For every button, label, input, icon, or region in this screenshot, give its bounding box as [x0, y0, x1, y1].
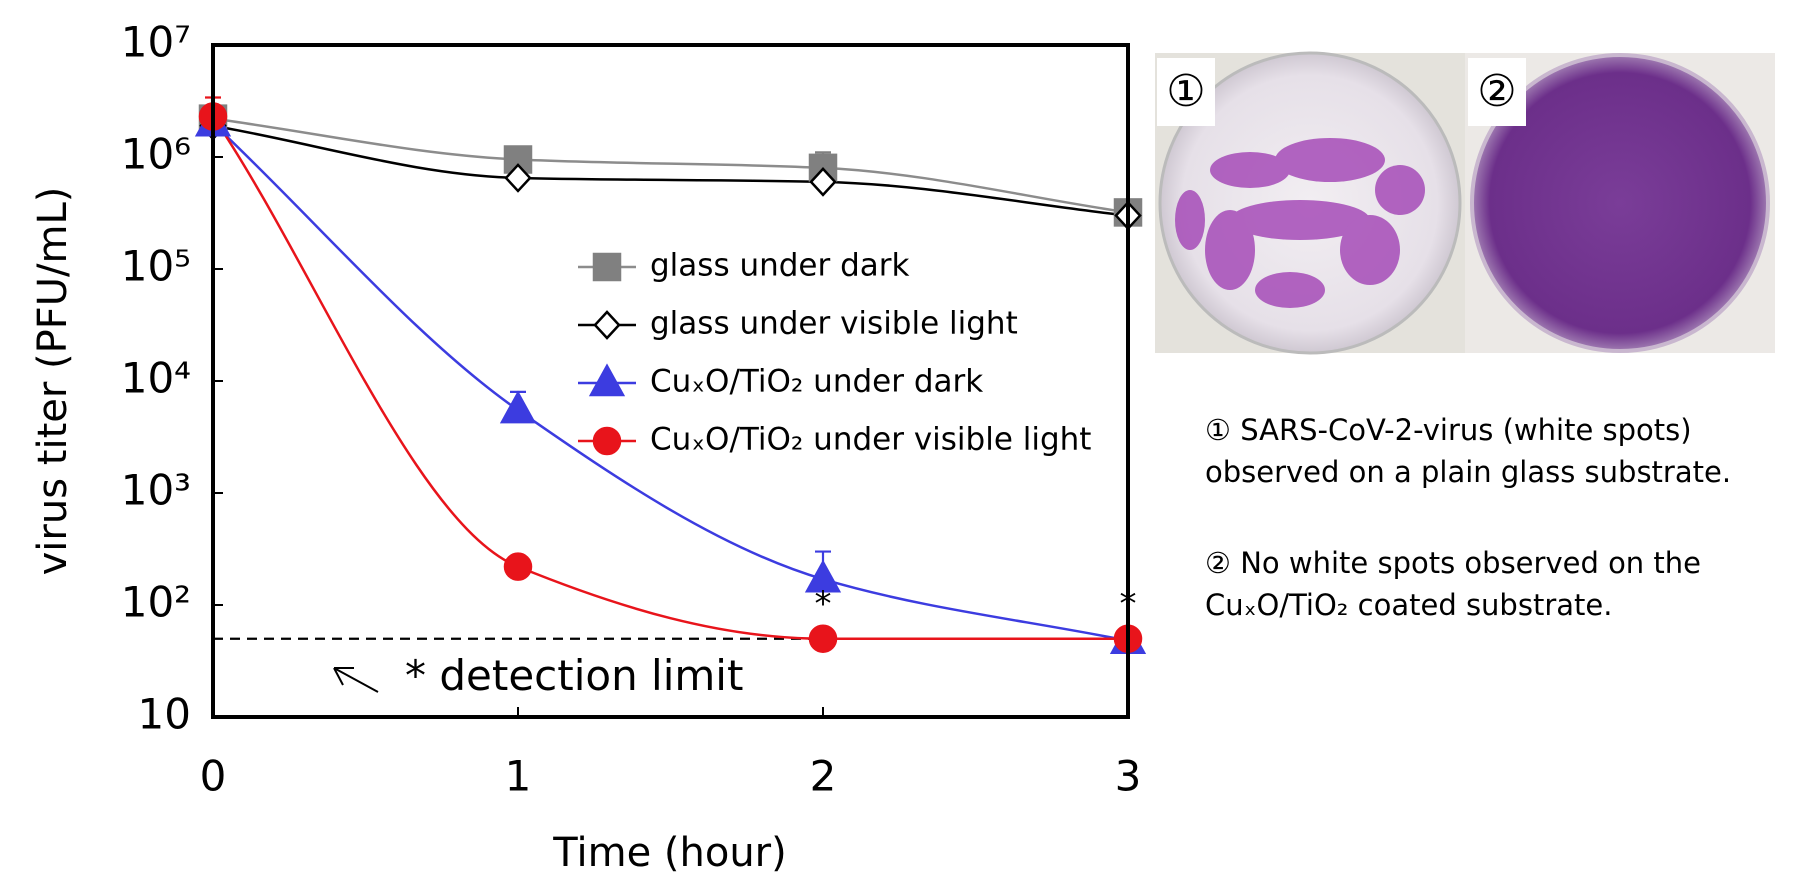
marker — [588, 363, 626, 397]
detection-limit-label: * detection limit — [405, 651, 743, 700]
legend-label: CuₓO/TiO₂ under dark — [650, 364, 983, 400]
legend-label: glass under dark — [650, 248, 910, 284]
legend-entry: CuₓO/TiO₂ under visible light — [578, 422, 1091, 458]
marker — [499, 390, 537, 424]
plaque-pattern — [1175, 138, 1425, 308]
y-tick-label: 10² — [121, 578, 191, 627]
dish — [1470, 53, 1770, 353]
caption: observed on a plain glass substrate. — [1205, 455, 1731, 489]
y-tick-label: 10 — [138, 690, 191, 739]
y-tick-label: 10⁴ — [121, 354, 191, 403]
photo-label-box — [1468, 58, 1526, 126]
marker — [804, 559, 842, 593]
x-tick-label: 3 — [1115, 752, 1142, 801]
series-line — [212, 117, 1129, 214]
x-tick-label: 2 — [810, 752, 837, 801]
marker — [592, 426, 622, 456]
marker — [593, 310, 621, 340]
photo-label-box — [1157, 58, 1215, 126]
series-line — [212, 124, 1129, 217]
marker — [503, 552, 533, 581]
marker — [504, 163, 532, 193]
legend-entry: glass under dark — [578, 248, 910, 284]
significance-marker: * — [815, 584, 832, 624]
plot-frame — [211, 43, 1130, 719]
marker — [592, 252, 622, 282]
series-line — [212, 122, 1129, 642]
y-tick-label: 10⁶ — [121, 130, 191, 179]
legend-entry: CuₓO/TiO₂ under dark — [578, 363, 983, 400]
caption: CuₓO/TiO₂ coated substrate. — [1205, 588, 1612, 622]
legend-label: glass under visible light — [650, 306, 1018, 342]
legend-label: CuₓO/TiO₂ under visible light — [650, 422, 1091, 458]
y-tick-label: 10⁵ — [121, 242, 191, 291]
annotation-arrow — [333, 667, 379, 693]
photo-panel: ① ② — [1155, 51, 1775, 355]
legend-entry: glass under visible light — [578, 306, 1018, 342]
x-tick-label: 0 — [200, 752, 227, 801]
photo-label: ① — [1166, 66, 1205, 117]
x-tick-label: 1 — [505, 752, 532, 801]
photo-label: ② — [1477, 66, 1516, 117]
marker — [809, 167, 837, 197]
marker — [808, 624, 838, 653]
y-tick-label: 10³ — [121, 466, 191, 515]
caption: ① SARS-CoV-2-virus (white spots) — [1205, 413, 1692, 447]
y-tick-label: 10⁷ — [121, 18, 191, 67]
series-line — [211, 115, 1128, 640]
y-axis-title: virus titer (PFU/mL) — [30, 187, 76, 576]
caption: ② No white spots observed on the — [1205, 546, 1701, 580]
x-axis-title: Time (hour) — [552, 830, 786, 876]
